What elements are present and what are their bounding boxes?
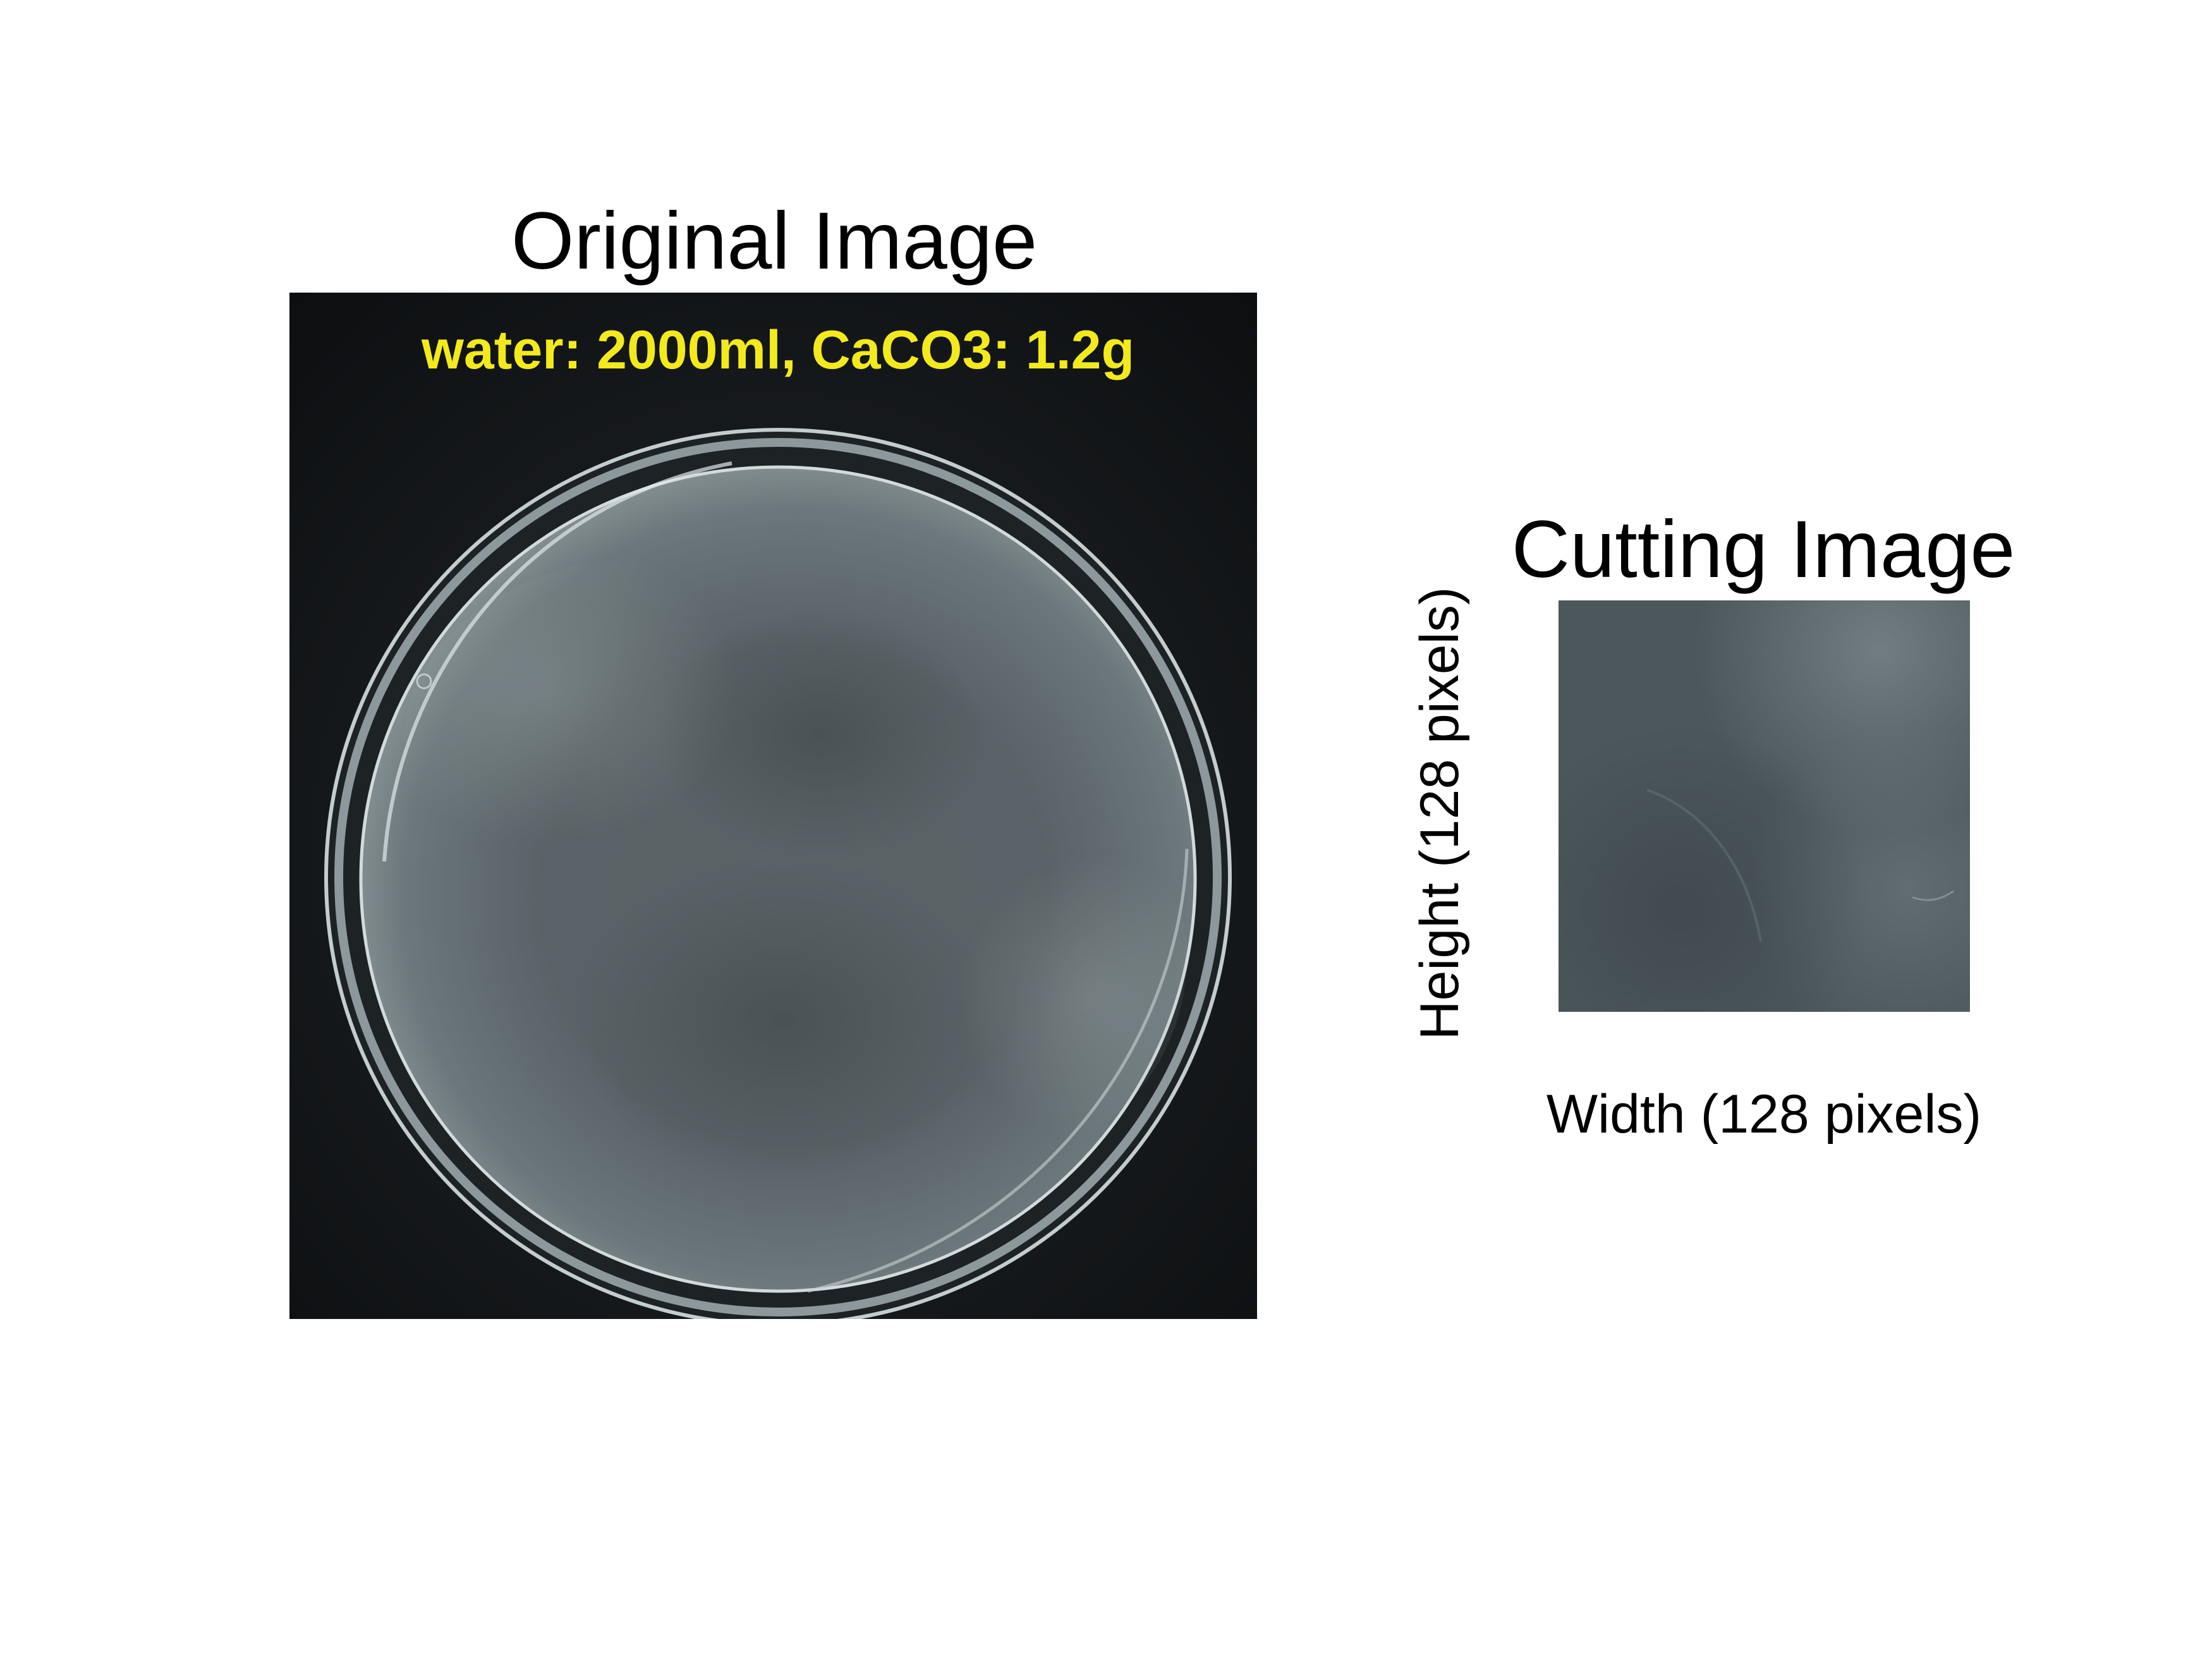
cutting-image-patch <box>1559 600 1970 1012</box>
original-image-title: Original Image <box>511 196 1038 286</box>
cutting-image-title: Cutting Image <box>1511 504 2015 595</box>
original-petri-dish-image: water: 2000ml, CaCO3: 1.2g <box>289 293 1257 1319</box>
overlay-caption: water: 2000ml, CaCO3: 1.2g <box>421 320 1134 380</box>
width-label: Width (128 pixels) <box>1546 1084 1982 1145</box>
height-label: Height (128 pixels) <box>1409 586 1470 1040</box>
petri-dish <box>324 428 1232 1319</box>
